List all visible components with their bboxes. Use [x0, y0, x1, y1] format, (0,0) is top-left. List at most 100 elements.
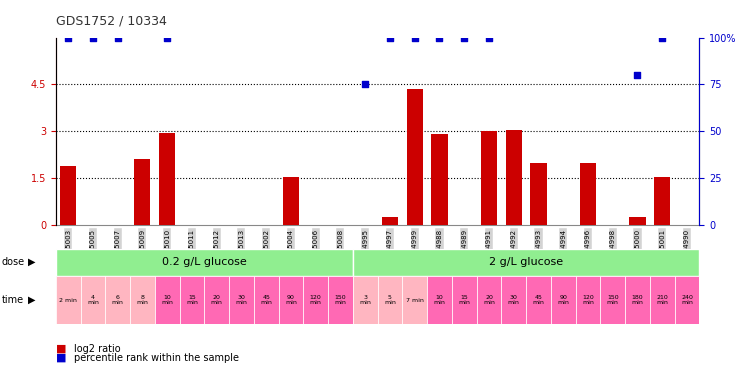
Text: 15
min: 15 min [186, 295, 198, 305]
Point [434, 34, 446, 40]
Bar [427, 276, 452, 324]
Text: percentile rank within the sample: percentile rank within the sample [74, 353, 240, 363]
Point [112, 34, 124, 40]
Text: 45
min: 45 min [260, 295, 272, 305]
Text: GSM95005: GSM95005 [90, 229, 96, 267]
Text: 30
min: 30 min [508, 295, 519, 305]
Bar [530, 162, 547, 225]
Text: ▶: ▶ [28, 257, 36, 267]
Text: 20
min: 20 min [211, 295, 222, 305]
Text: 240
min: 240 min [681, 295, 693, 305]
Text: 3
min: 3 min [359, 295, 371, 305]
Bar [506, 130, 522, 225]
Text: GSM95002: GSM95002 [263, 229, 269, 267]
Text: 180
min: 180 min [632, 295, 644, 305]
Bar [654, 177, 670, 225]
Text: 90
min: 90 min [557, 295, 569, 305]
Text: 15
min: 15 min [458, 295, 470, 305]
Bar [477, 276, 501, 324]
Bar [526, 276, 551, 324]
Bar [56, 249, 353, 276]
Bar [353, 249, 699, 276]
Text: GSM95008: GSM95008 [338, 229, 344, 267]
Text: GSM95001: GSM95001 [659, 229, 665, 267]
Bar [205, 276, 229, 324]
Text: GSM94997: GSM94997 [387, 229, 393, 267]
Point [161, 34, 173, 40]
Text: ▶: ▶ [28, 295, 36, 305]
Bar [80, 276, 106, 324]
Bar [56, 276, 80, 324]
Text: GSM94994: GSM94994 [560, 229, 566, 267]
Text: dose: dose [1, 257, 25, 267]
Bar [580, 162, 596, 225]
Text: GSM94990: GSM94990 [684, 229, 690, 267]
Text: 10
min: 10 min [161, 295, 173, 305]
Bar [278, 276, 304, 324]
Text: GSM95013: GSM95013 [238, 229, 245, 267]
Bar [501, 276, 526, 324]
Bar [432, 134, 447, 225]
Bar [353, 276, 378, 324]
Bar [481, 131, 497, 225]
Point [458, 34, 470, 40]
Point [359, 81, 371, 87]
Text: 6
min: 6 min [112, 295, 124, 305]
Text: GSM95010: GSM95010 [164, 229, 170, 267]
Text: GSM94991: GSM94991 [486, 229, 492, 267]
Text: 20
min: 20 min [483, 295, 495, 305]
Point [408, 34, 420, 40]
Text: GSM95009: GSM95009 [139, 229, 145, 267]
Text: GSM95011: GSM95011 [189, 229, 195, 267]
Bar [625, 276, 650, 324]
Text: 10
min: 10 min [434, 295, 446, 305]
Point [632, 72, 644, 78]
Bar [576, 276, 600, 324]
Bar [179, 276, 205, 324]
Text: GSM94995: GSM94995 [362, 229, 368, 267]
Bar [382, 217, 398, 225]
Text: GSM95000: GSM95000 [635, 229, 641, 267]
Bar [159, 133, 176, 225]
Point [87, 34, 99, 40]
Bar [254, 276, 278, 324]
Bar [229, 276, 254, 324]
Text: 2 min: 2 min [60, 297, 77, 303]
Bar [106, 276, 130, 324]
Text: 7 min: 7 min [405, 297, 423, 303]
Text: GSM94999: GSM94999 [411, 229, 417, 267]
Text: GSM95003: GSM95003 [65, 229, 71, 267]
Bar [135, 159, 150, 225]
Text: time: time [1, 295, 24, 305]
Text: 0.2 g/L glucose: 0.2 g/L glucose [162, 257, 247, 267]
Text: GSM95007: GSM95007 [115, 229, 121, 267]
Bar [304, 276, 328, 324]
Text: 45
min: 45 min [533, 295, 545, 305]
Text: ■: ■ [56, 353, 66, 363]
Text: 210
min: 210 min [656, 295, 668, 305]
Bar [650, 276, 675, 324]
Text: 30
min: 30 min [236, 295, 247, 305]
Bar [551, 276, 576, 324]
Point [62, 34, 74, 40]
Text: GSM95012: GSM95012 [214, 229, 219, 267]
Text: GSM94996: GSM94996 [585, 229, 591, 267]
Bar [130, 276, 155, 324]
Text: 8
min: 8 min [136, 295, 148, 305]
Text: 150
min: 150 min [607, 295, 619, 305]
Text: GSM94993: GSM94993 [536, 229, 542, 267]
Bar [378, 276, 403, 324]
Point [384, 34, 396, 40]
Text: GSM94992: GSM94992 [510, 229, 517, 267]
Text: GDS1752 / 10334: GDS1752 / 10334 [56, 15, 167, 28]
Bar [407, 89, 423, 225]
Text: 150
min: 150 min [335, 295, 347, 305]
Bar [155, 276, 179, 324]
Point [483, 34, 495, 40]
Bar [600, 276, 625, 324]
Bar [629, 217, 646, 225]
Text: GSM95006: GSM95006 [312, 229, 318, 267]
Bar [452, 276, 477, 324]
Text: GSM94998: GSM94998 [610, 229, 616, 267]
Bar [328, 276, 353, 324]
